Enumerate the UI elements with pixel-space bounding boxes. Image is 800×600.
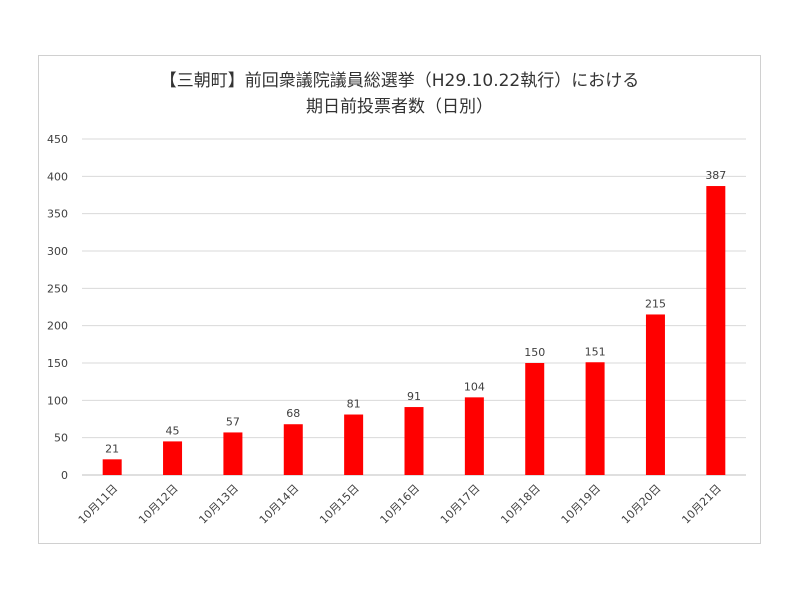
x-tick-label: 10月16日 [378,482,423,527]
x-tick-label: 10月20日 [619,482,664,527]
y-tick-label: 50 [54,432,68,445]
y-tick-label: 200 [47,320,68,333]
y-tick-label: 450 [47,133,68,146]
data-label: 57 [226,415,240,428]
x-tick-label: 10月18日 [498,482,543,527]
x-tick-label: 10月13日 [196,482,241,527]
data-label: 104 [464,380,485,393]
chart-title-line-1: 【三朝町】前回衆議院議員総選挙（H29.10.22執行）における [159,71,640,91]
y-tick-label: 350 [47,208,68,221]
data-label: 150 [524,346,545,359]
bar [404,407,424,475]
x-tick-label: 10月17日 [438,482,483,527]
bar [645,314,665,475]
bar [525,363,545,475]
bar [706,186,726,476]
y-tick-label: 0 [61,469,68,482]
x-tick-label: 10月15日 [317,482,362,527]
bar [344,414,364,475]
data-label: 91 [407,390,421,403]
data-label: 45 [166,424,180,437]
data-label: 68 [286,407,300,420]
data-label: 215 [645,297,666,310]
data-label: 151 [585,345,606,358]
chart-title: 【三朝町】前回衆議院議員総選挙（H29.10.22執行）における 期日前投票者数… [39,68,760,120]
data-label: 21 [105,442,119,455]
data-label: 81 [347,398,361,411]
chart-title-line-2: 期日前投票者数（日別） [306,97,493,117]
x-tick-label: 10月12日 [136,482,181,527]
bar [223,432,243,475]
x-tick-label: 10月19日 [559,482,604,527]
x-tick-label: 10月21日 [679,482,724,527]
y-tick-label: 100 [47,394,68,407]
x-tick-label: 10月14日 [257,482,302,527]
bar [283,424,303,475]
y-tick-label: 300 [47,245,68,258]
bar [163,441,183,475]
data-label: 387 [705,169,726,182]
bar [102,459,122,475]
y-tick-label: 250 [47,282,68,295]
y-tick-label: 400 [47,170,68,183]
y-tick-label: 150 [47,357,68,370]
x-tick-label: 10月11日 [76,482,121,527]
bar [464,397,484,475]
chart-frame: 【三朝町】前回衆議院議員総選挙（H29.10.22執行）における 期日前投票者数… [38,55,761,544]
bar [585,362,605,475]
